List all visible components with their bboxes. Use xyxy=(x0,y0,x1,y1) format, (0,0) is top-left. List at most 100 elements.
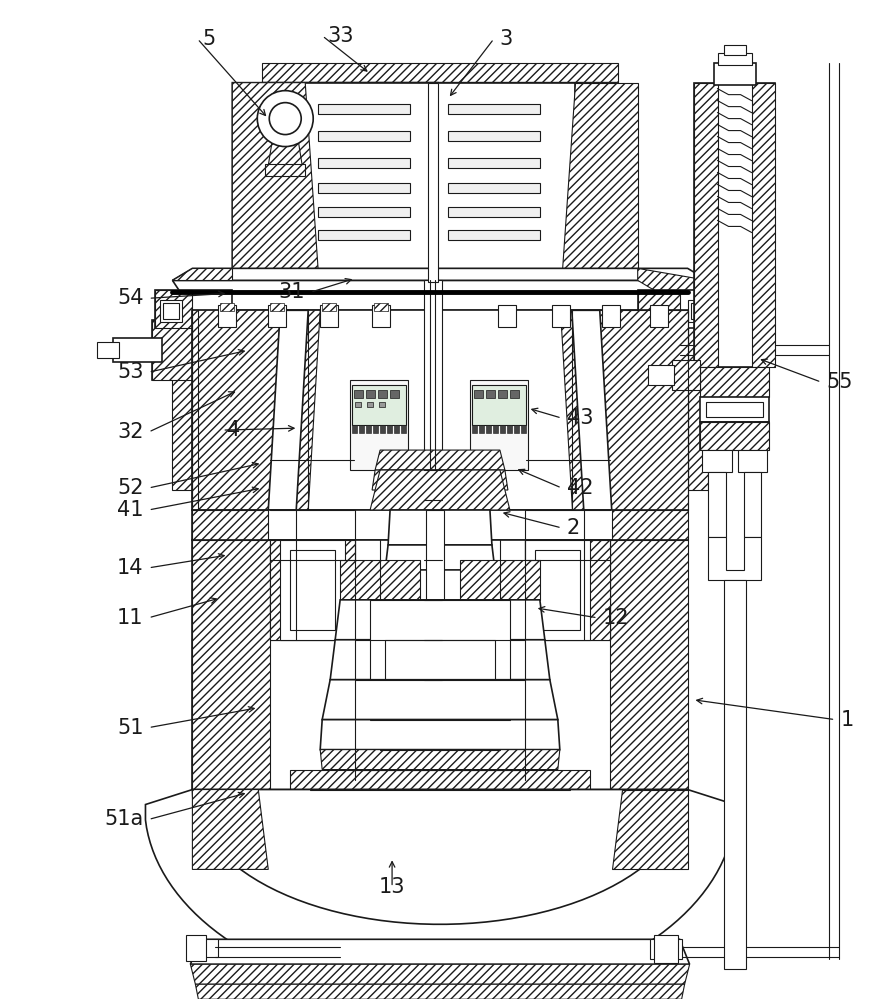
Text: 13: 13 xyxy=(379,877,405,897)
Polygon shape xyxy=(610,540,688,790)
Bar xyxy=(190,939,218,957)
Bar xyxy=(379,402,385,407)
Polygon shape xyxy=(268,141,302,166)
Polygon shape xyxy=(196,984,685,999)
Bar xyxy=(743,472,761,537)
Bar xyxy=(359,425,364,433)
Bar xyxy=(395,680,485,720)
Bar xyxy=(486,425,491,433)
Bar xyxy=(525,540,610,640)
Bar xyxy=(702,450,732,472)
Polygon shape xyxy=(190,939,689,964)
Bar xyxy=(521,425,526,433)
Polygon shape xyxy=(525,540,610,640)
Bar xyxy=(535,550,579,630)
Polygon shape xyxy=(265,164,305,176)
Text: 11: 11 xyxy=(117,608,144,628)
Bar xyxy=(507,425,512,433)
Text: 51: 51 xyxy=(117,718,144,738)
Polygon shape xyxy=(232,83,318,270)
Bar xyxy=(700,422,769,450)
Bar xyxy=(366,390,375,398)
Polygon shape xyxy=(192,510,688,540)
Polygon shape xyxy=(320,750,560,770)
Bar xyxy=(470,380,528,470)
Bar xyxy=(500,425,505,433)
Bar xyxy=(493,425,498,433)
Bar xyxy=(352,425,357,433)
Bar xyxy=(374,303,388,311)
Polygon shape xyxy=(708,537,761,580)
Polygon shape xyxy=(611,510,688,540)
Bar xyxy=(700,397,769,422)
Bar xyxy=(354,390,363,398)
Bar xyxy=(305,83,575,277)
Bar xyxy=(280,540,346,640)
Bar xyxy=(373,425,378,433)
Polygon shape xyxy=(571,310,611,510)
Bar xyxy=(472,385,526,425)
Polygon shape xyxy=(751,83,775,367)
Bar xyxy=(385,640,495,680)
Polygon shape xyxy=(192,310,320,510)
Bar xyxy=(718,53,751,65)
Bar xyxy=(474,390,483,398)
Bar xyxy=(448,230,540,240)
Polygon shape xyxy=(192,310,688,510)
Polygon shape xyxy=(385,545,495,570)
Bar xyxy=(694,83,775,367)
Text: 52: 52 xyxy=(117,478,144,498)
Polygon shape xyxy=(232,83,638,270)
Polygon shape xyxy=(694,83,718,367)
Circle shape xyxy=(269,103,301,135)
Polygon shape xyxy=(638,290,719,328)
Bar xyxy=(713,63,756,85)
Polygon shape xyxy=(190,964,689,984)
Bar xyxy=(654,935,678,963)
Bar xyxy=(323,303,336,311)
Bar xyxy=(472,425,477,433)
Polygon shape xyxy=(232,268,638,280)
Polygon shape xyxy=(688,310,708,490)
Text: 14: 14 xyxy=(117,558,144,578)
Bar xyxy=(160,300,183,322)
Bar xyxy=(163,303,179,319)
Text: 43: 43 xyxy=(567,408,594,428)
Bar xyxy=(700,367,769,397)
Bar xyxy=(486,390,495,398)
Bar xyxy=(690,303,707,319)
Polygon shape xyxy=(192,790,268,869)
Bar xyxy=(479,425,484,433)
Polygon shape xyxy=(638,290,680,328)
Bar xyxy=(525,540,590,640)
Bar xyxy=(724,580,745,969)
Bar xyxy=(705,402,764,417)
Polygon shape xyxy=(375,450,505,470)
Polygon shape xyxy=(340,560,420,600)
Bar xyxy=(649,305,668,327)
Bar xyxy=(370,600,510,680)
Bar xyxy=(428,83,438,282)
Bar xyxy=(737,450,767,472)
Bar xyxy=(366,425,371,433)
Polygon shape xyxy=(634,320,727,380)
Polygon shape xyxy=(173,310,192,490)
Text: 1: 1 xyxy=(841,710,853,730)
Text: 54: 54 xyxy=(117,288,144,308)
Bar xyxy=(498,305,516,327)
Bar xyxy=(320,305,338,327)
Bar xyxy=(552,305,570,327)
Text: 4: 4 xyxy=(228,420,241,440)
Bar xyxy=(352,385,406,425)
Bar xyxy=(268,305,286,327)
Polygon shape xyxy=(562,83,638,270)
Polygon shape xyxy=(700,422,769,450)
Polygon shape xyxy=(560,310,688,510)
Polygon shape xyxy=(562,83,638,270)
Bar xyxy=(218,305,237,327)
Polygon shape xyxy=(320,720,560,750)
Bar xyxy=(672,360,700,390)
Bar xyxy=(401,425,406,433)
Text: 2: 2 xyxy=(567,518,580,538)
Bar xyxy=(186,935,206,961)
